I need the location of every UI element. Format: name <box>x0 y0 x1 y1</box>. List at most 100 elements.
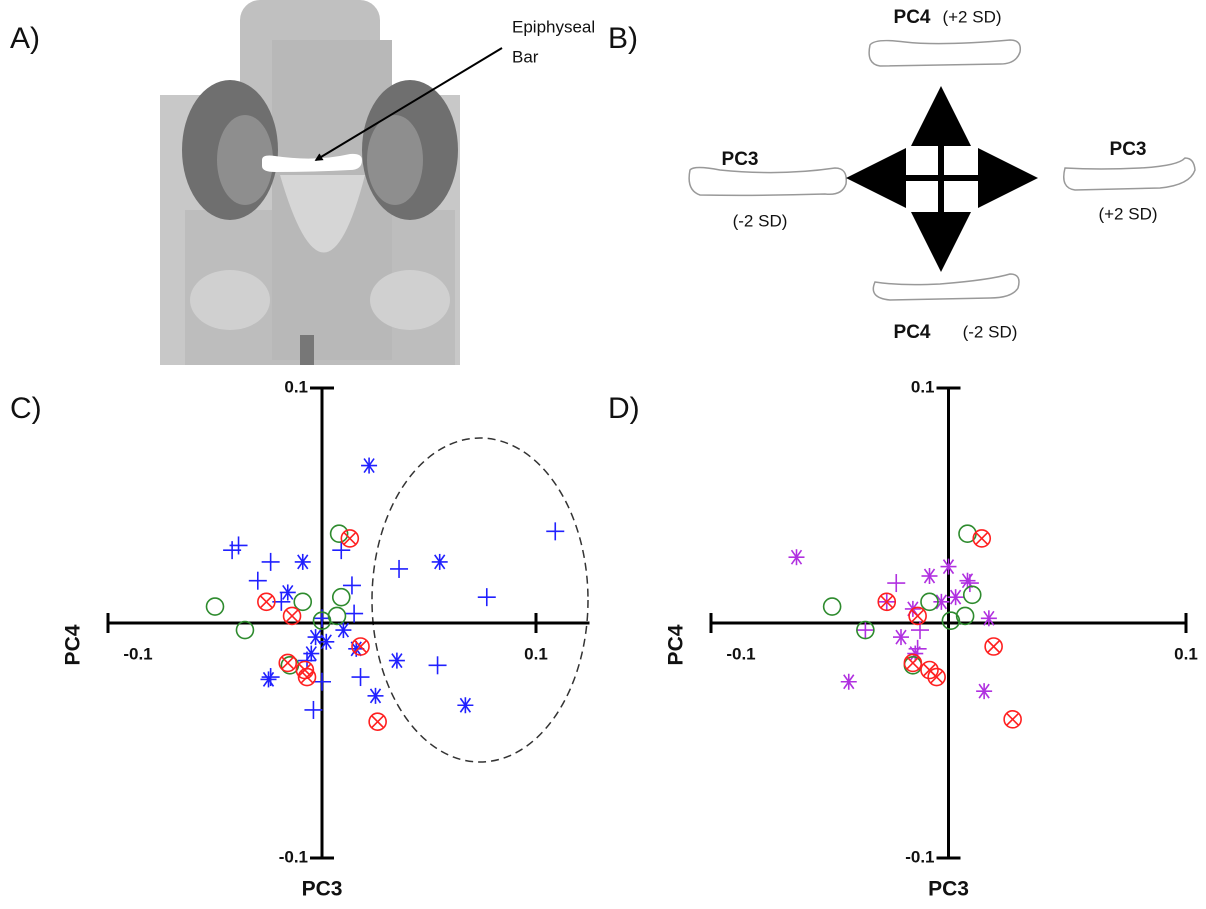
marker-stroke <box>1006 712 1020 726</box>
point <box>261 668 280 687</box>
y-axis-label: PC4 <box>665 624 688 665</box>
marker-ring <box>962 585 982 605</box>
shape-label: PC3 <box>1110 139 1147 160</box>
x-axis-label: PC3 <box>302 878 343 901</box>
direction-arrows <box>846 86 1038 272</box>
annotation: Bar <box>512 47 539 66</box>
point <box>248 571 267 590</box>
point <box>457 697 474 714</box>
point <box>1003 710 1022 729</box>
shape-label: PC4 <box>894 322 931 343</box>
marker-ring <box>331 587 351 607</box>
marker-ring <box>205 597 225 616</box>
point <box>345 604 364 623</box>
panel-label: C) <box>10 392 42 425</box>
marker-ring <box>822 597 842 616</box>
point <box>972 529 992 548</box>
point <box>294 553 311 570</box>
marker-ring <box>257 592 276 612</box>
point <box>340 529 360 548</box>
point <box>940 558 957 575</box>
point <box>976 683 993 700</box>
point <box>331 587 351 607</box>
marker-stroke <box>922 663 937 677</box>
point <box>428 656 447 675</box>
marker-ring <box>282 606 302 626</box>
marker-stroke <box>880 595 894 609</box>
x-tick-label: -0.1 <box>123 644 152 663</box>
sd-label: (-2 SD) <box>733 211 788 230</box>
point <box>941 611 961 630</box>
point <box>908 606 927 626</box>
sd-label: (+2 SD) <box>942 7 1001 26</box>
point <box>261 552 280 571</box>
point <box>840 673 857 690</box>
sd-label: (-2 SD) <box>963 322 1018 341</box>
shape-label: PC4 <box>894 7 931 28</box>
panel-label: A) <box>10 22 40 55</box>
marker-ring <box>903 653 923 673</box>
point <box>431 553 448 570</box>
highlight-ellipse <box>371 437 589 763</box>
point <box>546 522 565 541</box>
y-tick-label: -0.1 <box>905 847 934 866</box>
panel-label: B) <box>608 22 638 55</box>
marker-stroke <box>300 670 314 684</box>
sd-label: (+2 SD) <box>1098 204 1157 223</box>
point <box>318 633 335 650</box>
point <box>877 592 897 612</box>
point <box>351 637 370 656</box>
shape-outlines <box>688 39 1196 301</box>
marker-stroke <box>930 670 944 684</box>
marker-ring <box>856 620 875 640</box>
point <box>984 637 1003 656</box>
point <box>297 667 317 687</box>
point <box>282 606 302 626</box>
point <box>887 574 906 593</box>
x-tick-label: 0.1 <box>524 644 548 663</box>
y-tick-label: 0.1 <box>284 377 308 396</box>
marker-ring <box>972 529 992 548</box>
point <box>342 576 361 595</box>
point <box>920 592 939 612</box>
point <box>304 700 323 719</box>
marker-ring <box>1003 710 1022 729</box>
marker-ring <box>941 611 961 630</box>
marker-ring <box>920 660 939 680</box>
marker-stroke <box>987 639 1001 654</box>
marker-stroke <box>975 531 989 545</box>
point <box>332 541 351 560</box>
point <box>257 592 276 612</box>
point <box>955 606 975 626</box>
marker-ring <box>908 606 927 626</box>
point <box>298 651 317 670</box>
x-tick-label: -0.1 <box>726 644 755 663</box>
marker-ring <box>955 606 975 626</box>
marker-ring <box>340 529 360 548</box>
marker-ring <box>920 592 939 612</box>
marker-stroke <box>911 609 925 623</box>
point <box>903 653 923 673</box>
marker-stroke <box>371 715 385 729</box>
point <box>959 572 976 589</box>
y-tick-label: 0.1 <box>911 377 935 396</box>
point <box>303 645 320 662</box>
marker-ring <box>984 637 1003 656</box>
point <box>351 668 370 687</box>
point <box>921 568 938 584</box>
point <box>947 589 964 606</box>
marker-stroke <box>285 609 299 623</box>
annotation-arrow <box>314 47 503 161</box>
marker-stroke <box>259 595 273 609</box>
marker-ring <box>368 712 387 732</box>
point <box>980 610 997 627</box>
point <box>388 652 405 669</box>
marker-stroke <box>906 656 920 670</box>
y-tick-label: -0.1 <box>279 847 308 866</box>
point <box>260 671 277 688</box>
marker-ring <box>235 620 255 640</box>
point <box>927 667 946 687</box>
point <box>367 687 384 704</box>
point <box>205 597 225 616</box>
